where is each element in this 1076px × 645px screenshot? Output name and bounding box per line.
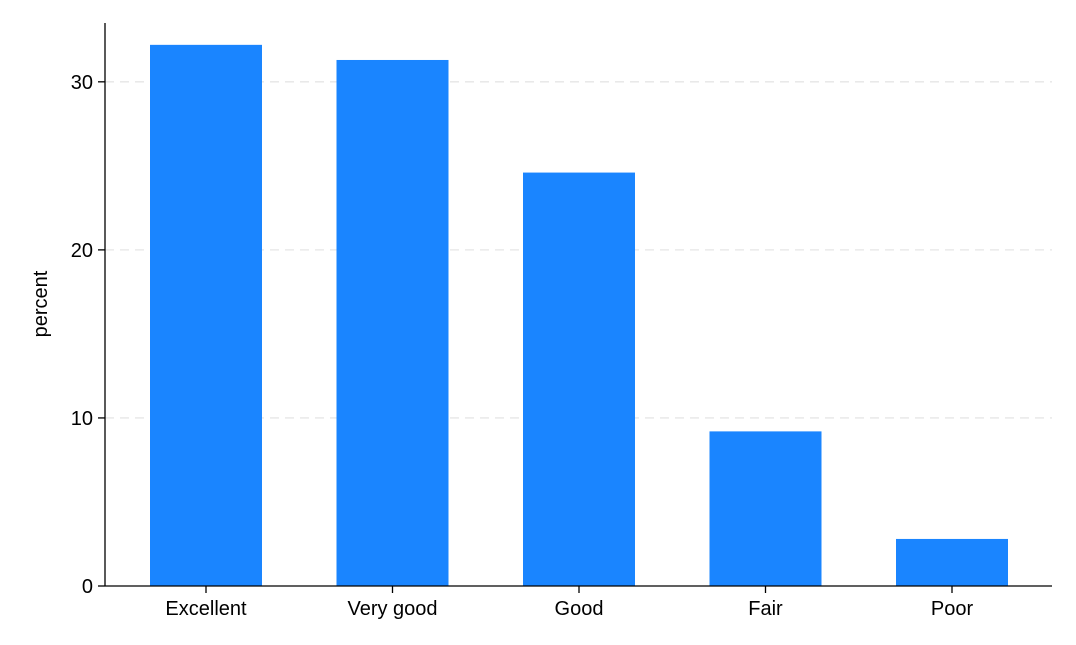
y-ticks: 0 10 20 30 bbox=[71, 72, 105, 598]
x-tick-label: Very good bbox=[347, 598, 437, 620]
bar-poor bbox=[896, 538, 1008, 586]
bar-excellent bbox=[150, 44, 262, 586]
x-tick-label: Poor bbox=[931, 598, 974, 620]
y-tick-label: 30 bbox=[71, 72, 93, 94]
y-tick-label: 10 bbox=[71, 408, 93, 430]
bar-very-good bbox=[336, 59, 449, 586]
bar-good bbox=[523, 172, 635, 587]
y-tick-label: 0 bbox=[82, 576, 93, 598]
x-tick-label: Good bbox=[555, 598, 604, 620]
x-ticks: Excellent Very good Good Fair Poor bbox=[165, 586, 973, 620]
bars bbox=[150, 44, 1008, 587]
x-tick-label: Excellent bbox=[165, 598, 247, 620]
y-tick-label: 20 bbox=[71, 240, 93, 262]
bar-fair bbox=[709, 431, 822, 586]
x-tick-label: Fair bbox=[748, 598, 783, 620]
y-axis-title: percent bbox=[30, 270, 52, 337]
